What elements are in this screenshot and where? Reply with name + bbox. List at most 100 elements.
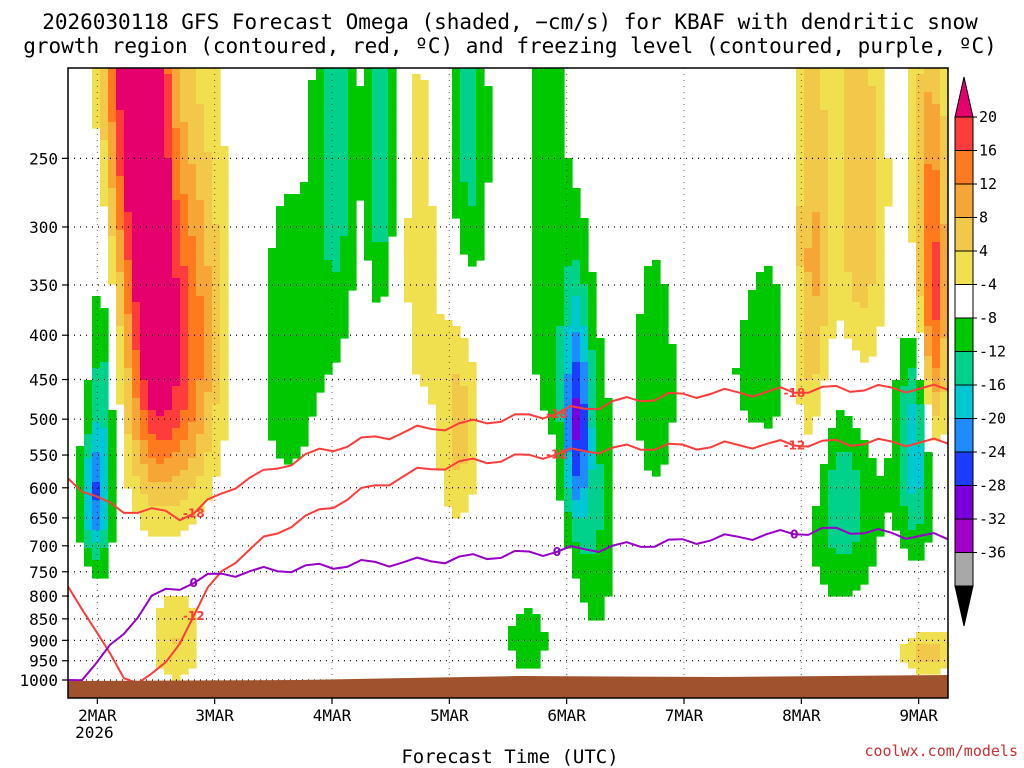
omega-cell bbox=[932, 326, 941, 333]
omega-cell bbox=[428, 278, 437, 285]
omega-cell bbox=[916, 380, 925, 387]
omega-cell bbox=[828, 86, 837, 93]
omega-cell bbox=[188, 98, 197, 105]
omega-cell bbox=[604, 404, 613, 411]
omega-cell bbox=[156, 344, 165, 351]
omega-cell bbox=[660, 428, 669, 435]
omega-cell bbox=[124, 152, 133, 159]
omega-cell bbox=[444, 482, 453, 489]
omega-cell bbox=[652, 320, 661, 327]
omega-cell bbox=[844, 170, 853, 177]
omega-cell bbox=[388, 176, 397, 183]
omega-cell bbox=[460, 104, 469, 111]
omega-cell bbox=[852, 152, 861, 159]
omega-cell bbox=[100, 188, 109, 195]
omega-cell bbox=[180, 386, 189, 393]
omega-cell bbox=[412, 200, 421, 207]
omega-cell bbox=[212, 176, 221, 183]
omega-cell bbox=[84, 560, 93, 567]
omega-cell bbox=[828, 302, 837, 309]
omega-cell bbox=[868, 506, 877, 513]
omega-cell bbox=[748, 350, 757, 357]
omega-cell bbox=[196, 164, 205, 171]
omega-cell bbox=[900, 476, 909, 483]
omega-cell bbox=[572, 464, 581, 471]
omega-cell bbox=[172, 476, 181, 483]
omega-cell bbox=[852, 236, 861, 243]
omega-cell bbox=[652, 470, 661, 477]
omega-cell bbox=[652, 284, 661, 291]
omega-cell bbox=[580, 446, 589, 453]
omega-cell bbox=[916, 284, 925, 291]
omega-cell bbox=[564, 494, 573, 501]
omega-cell bbox=[92, 338, 101, 345]
omega-cell bbox=[596, 458, 605, 465]
omega-cell bbox=[148, 290, 157, 297]
omega-cell bbox=[516, 614, 525, 621]
omega-cell bbox=[172, 662, 181, 669]
omega-cell bbox=[164, 464, 173, 471]
omega-cell bbox=[852, 500, 861, 507]
omega-cell bbox=[164, 494, 173, 501]
omega-cell bbox=[796, 176, 805, 183]
omega-cell bbox=[556, 254, 565, 261]
omega-cell bbox=[556, 398, 565, 405]
omega-cell bbox=[876, 506, 885, 513]
omega-cell bbox=[940, 392, 948, 399]
omega-cell bbox=[164, 158, 173, 165]
omega-cell bbox=[924, 470, 933, 477]
omega-cell bbox=[140, 428, 149, 435]
omega-cell bbox=[452, 212, 461, 219]
omega-cell bbox=[196, 242, 205, 249]
omega-cell bbox=[172, 344, 181, 351]
omega-cell bbox=[596, 350, 605, 357]
omega-cell bbox=[412, 230, 421, 237]
omega-cell bbox=[156, 134, 165, 141]
omega-cell bbox=[204, 350, 213, 357]
omega-cell bbox=[204, 476, 213, 483]
omega-cell bbox=[668, 410, 677, 417]
omega-cell bbox=[156, 626, 165, 633]
omega-cell bbox=[812, 338, 821, 345]
omega-cell bbox=[564, 518, 573, 525]
omega-cell bbox=[604, 410, 613, 417]
omega-cell bbox=[852, 506, 861, 513]
omega-cell bbox=[572, 512, 581, 519]
omega-cell bbox=[532, 86, 541, 93]
omega-cell bbox=[212, 392, 221, 399]
omega-cell bbox=[532, 122, 541, 129]
omega-cell bbox=[820, 566, 829, 573]
omega-cell bbox=[804, 416, 813, 423]
omega-cell bbox=[148, 266, 157, 273]
omega-cell bbox=[556, 206, 565, 213]
omega-cell bbox=[180, 392, 189, 399]
omega-cell bbox=[668, 356, 677, 363]
omega-cell bbox=[300, 248, 309, 255]
omega-cell bbox=[852, 578, 861, 585]
omega-cell bbox=[116, 374, 125, 381]
omega-cell bbox=[372, 92, 381, 99]
omega-cell bbox=[412, 92, 421, 99]
omega-cell bbox=[540, 320, 549, 327]
omega-cell bbox=[900, 542, 909, 549]
omega-cell bbox=[652, 296, 661, 303]
omega-cell bbox=[412, 134, 421, 141]
omega-cell bbox=[140, 68, 149, 75]
omega-cell bbox=[212, 140, 221, 147]
omega-cell bbox=[940, 200, 948, 207]
omega-cell bbox=[196, 380, 205, 387]
omega-cell bbox=[268, 398, 277, 405]
omega-cell bbox=[868, 212, 877, 219]
omega-cell bbox=[564, 248, 573, 255]
omega-cell bbox=[452, 164, 461, 171]
omega-cell bbox=[116, 296, 125, 303]
omega-cell bbox=[292, 344, 301, 351]
omega-cell bbox=[580, 428, 589, 435]
omega-cell bbox=[604, 458, 613, 465]
omega-cell bbox=[188, 86, 197, 93]
omega-cell bbox=[308, 170, 317, 177]
contour-label: -12 bbox=[183, 609, 205, 623]
omega-cell bbox=[364, 206, 373, 213]
omega-cell bbox=[108, 422, 117, 429]
omega-cell bbox=[108, 242, 117, 249]
